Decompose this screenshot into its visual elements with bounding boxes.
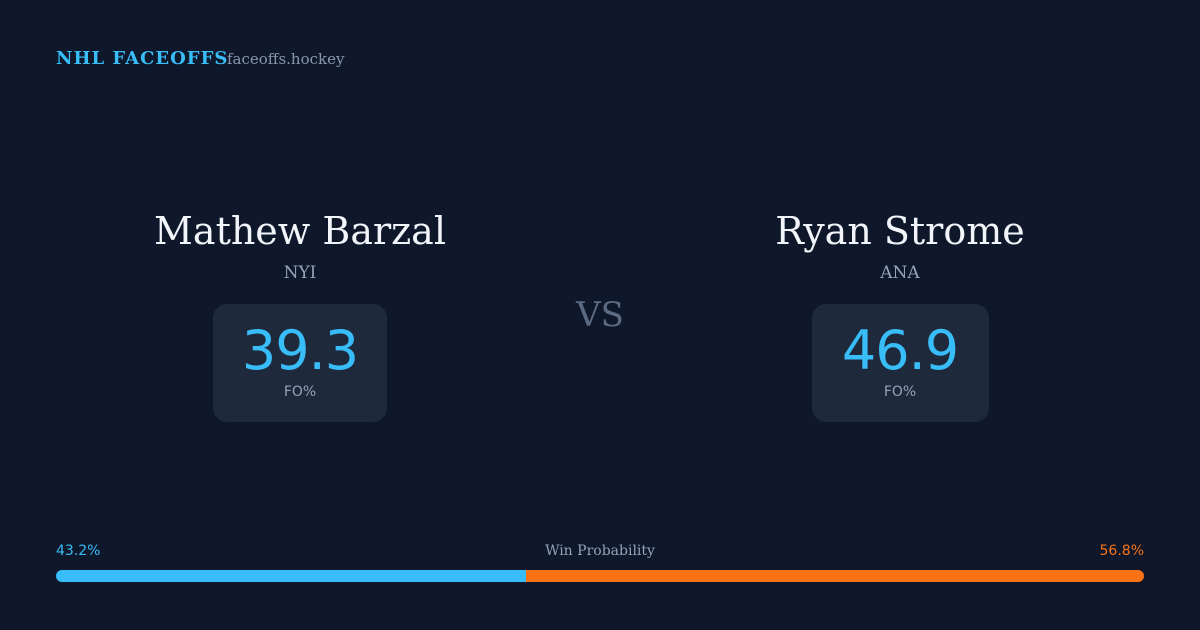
site: faceoffs.hockey	[227, 50, 345, 68]
win-prob-segment	[526, 570, 1144, 582]
player-name: Mathew Barzal	[154, 209, 446, 253]
fo-pct: 46.9	[841, 319, 959, 382]
value-label: 43.2%	[56, 543, 101, 559]
value-label: 56.8%	[1099, 543, 1144, 559]
win-prob-segment	[56, 570, 527, 582]
stat-box: 39.3 FO%	[213, 304, 387, 422]
win-prob-label: Win Probability	[545, 543, 655, 559]
player-card: Ryan Strome ANA 46.9 FO%	[650, 205, 1150, 422]
vs: VS	[576, 295, 624, 335]
player-name: Ryan Strome	[775, 209, 1025, 253]
fo-label: FO%	[283, 384, 317, 400]
stat-box: 46.9 FO%	[811, 304, 989, 422]
fo-pct: 39.3	[241, 319, 359, 382]
brand: NHL FACEOFFS	[56, 48, 229, 69]
player-card: Mathew Barzal NYI 39.3 FO%	[50, 205, 550, 422]
fo-label: FO%	[883, 384, 917, 400]
win-prob-bar	[56, 570, 1144, 582]
team: ANA	[880, 263, 920, 283]
team: NYI	[283, 263, 317, 283]
